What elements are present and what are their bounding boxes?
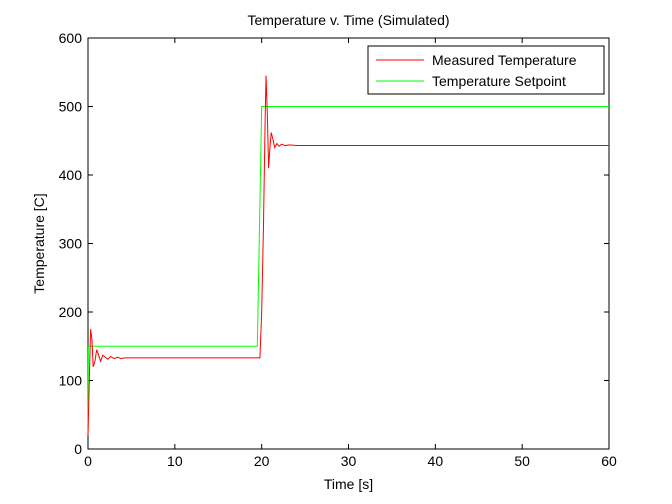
x-tick-label: 10 xyxy=(167,453,183,469)
y-tick-label: 600 xyxy=(59,30,83,46)
series-line-measured-temperature xyxy=(87,75,609,436)
x-tick-label: 50 xyxy=(514,453,530,469)
y-tick-label: 300 xyxy=(59,236,83,252)
y-tick-label: 0 xyxy=(74,441,82,457)
y-tick-label: 400 xyxy=(59,167,83,183)
plot-area xyxy=(87,37,610,450)
x-tick-label: 40 xyxy=(428,453,444,469)
legend-box xyxy=(367,45,605,95)
legend: Measured Temperature Temperature Setpoin… xyxy=(367,45,605,95)
y-tick-label: 500 xyxy=(59,99,83,115)
x-tick-label: 60 xyxy=(601,453,617,469)
y-axis-label: Temperature [C] xyxy=(31,193,47,293)
legend-label-setpoint: Temperature Setpoint xyxy=(432,73,566,89)
x-tick-label: 20 xyxy=(254,453,270,469)
x-axis-label: Time [s] xyxy=(324,476,373,492)
y-tick-label: 200 xyxy=(59,304,83,320)
y-tick-label: 100 xyxy=(59,373,83,389)
series-lines xyxy=(87,75,609,436)
legend-label-measured: Measured Temperature xyxy=(432,52,577,68)
chart-title: Temperature v. Time (Simulated) xyxy=(247,12,449,28)
x-tick-label: 0 xyxy=(84,453,92,469)
x-tick-label: 30 xyxy=(341,453,357,469)
series-line-temperature-setpoint xyxy=(87,106,609,436)
